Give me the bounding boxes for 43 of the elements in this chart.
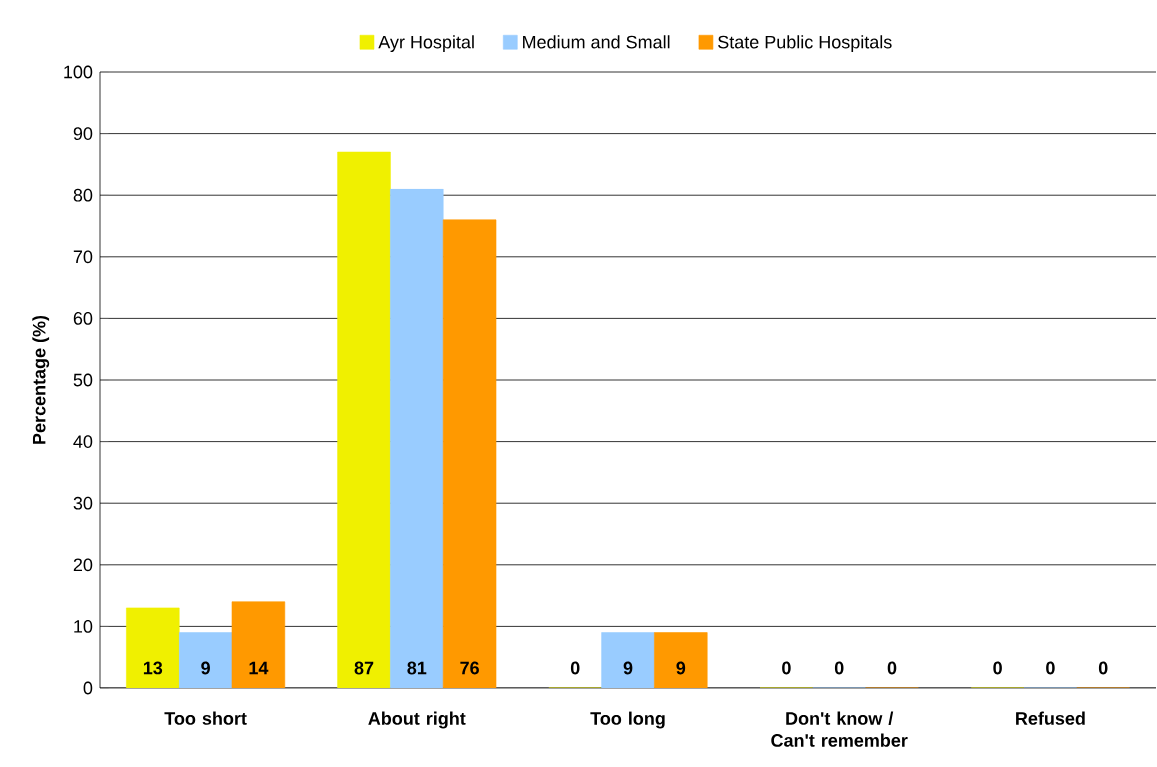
y-tick-label: 60 <box>73 312 93 325</box>
x-tick-label: Too long <box>590 711 665 729</box>
y-tick-label: 0 <box>83 681 93 695</box>
y-tick-label: 20 <box>73 558 93 572</box>
data-label: 13 <box>143 661 163 675</box>
legend-label: Ayr Hospital <box>378 35 474 53</box>
bar <box>337 151 391 688</box>
y-tick-label: 40 <box>73 435 93 448</box>
bar <box>231 601 286 688</box>
data-label: 0 <box>834 661 844 675</box>
data-label: 0 <box>1046 661 1055 675</box>
data-label: 0 <box>570 661 580 675</box>
data-label: 14 <box>249 661 269 675</box>
y-tick-label: 30 <box>73 496 93 510</box>
data-label: 76 <box>460 661 479 675</box>
bar <box>390 188 444 688</box>
data-label: 0 <box>782 661 791 675</box>
bar <box>654 632 708 688</box>
data-label: 0 <box>1098 661 1108 675</box>
data-label: 9 <box>201 661 210 675</box>
x-tick-label: Refused <box>1016 711 1085 725</box>
y-tick-label: 50 <box>73 373 93 387</box>
y-tick-label: 80 <box>73 188 93 202</box>
y-tick-label: 90 <box>73 127 93 140</box>
data-label: 81 <box>407 661 427 675</box>
y-tick-label: 100 <box>64 65 93 79</box>
data-label: 87 <box>354 661 374 675</box>
x-tick-label: About right <box>368 711 466 729</box>
y-tick-label: 10 <box>74 620 93 633</box>
data-label: 0 <box>993 661 1002 675</box>
x-tick-label: Too short <box>164 711 247 725</box>
bar <box>178 632 233 688</box>
bar <box>442 219 497 688</box>
legend-label: Medium and Small <box>523 35 670 49</box>
bar <box>126 607 180 688</box>
x-tick-label: Don't know / Can't remember <box>771 711 908 747</box>
y-tick-label: 70 <box>73 250 93 264</box>
data-label: 0 <box>887 661 897 675</box>
legend-label: State Public Hospitals <box>718 35 892 53</box>
data-label: 9 <box>676 661 686 675</box>
data-label: 9 <box>623 661 633 675</box>
y-axis-title: Percentage (%) <box>32 315 50 444</box>
bar <box>601 632 655 688</box>
